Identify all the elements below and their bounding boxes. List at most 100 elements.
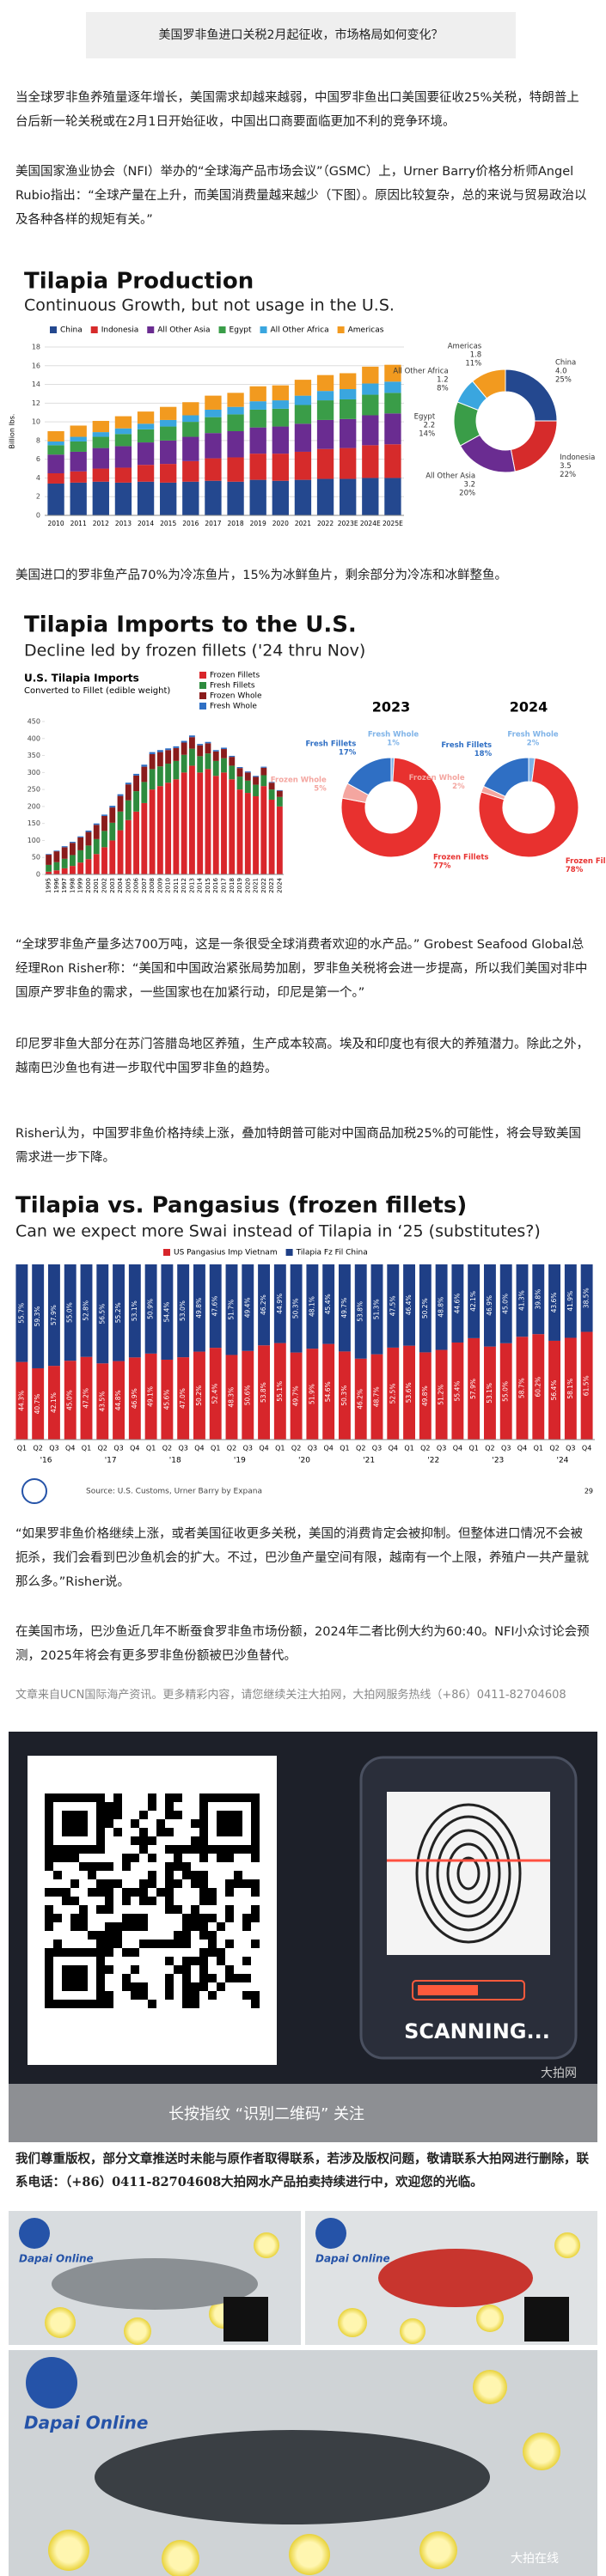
x-tick-label: Q4 — [130, 1445, 139, 1452]
value-label: 51.7% — [228, 1300, 236, 1320]
bar-segment — [137, 411, 155, 424]
qr-module — [199, 1888, 208, 1897]
qr-module — [79, 1965, 88, 1974]
bar-segment — [117, 811, 124, 831]
bar-segment — [149, 789, 156, 874]
qr-module — [199, 1931, 208, 1940]
x-tick-label: 1996 — [53, 877, 60, 892]
y-tick-label: 6 — [36, 455, 40, 463]
qr-module — [217, 1828, 225, 1836]
bar-segment — [227, 481, 244, 515]
qr-module — [242, 1957, 251, 1965]
bar-segment — [253, 796, 259, 874]
qr-module — [45, 1974, 53, 1982]
value-label: 53.8% — [260, 1382, 267, 1403]
qr-module — [225, 1819, 234, 1828]
qr-module — [199, 1819, 208, 1828]
legend-label: US Pangasius Imp Vietnam — [174, 1249, 278, 1258]
qr-module — [182, 1940, 191, 1948]
pie-slice — [472, 368, 506, 399]
logo-mark — [19, 2218, 50, 2249]
qr-module — [53, 1940, 62, 1948]
qr-module — [148, 1940, 156, 1948]
bar-segment — [260, 775, 267, 787]
bar-segment — [290, 1352, 303, 1440]
bar-segment — [322, 1343, 335, 1440]
x-tick-label: 2023 — [268, 878, 275, 893]
qr-module — [96, 1793, 105, 1802]
pie-label: 3.5 — [560, 462, 572, 471]
qr-module — [148, 1802, 156, 1811]
qr-module — [174, 1811, 182, 1819]
qr-module — [234, 1828, 242, 1836]
paragraph: “全球罗非鱼产量多达700万吨，这是一条很受全球消费者欢迎的水产品。” Grob… — [15, 938, 588, 1000]
qr-module — [199, 1802, 208, 1811]
bar-segment — [165, 764, 172, 783]
bar-segment — [354, 1358, 367, 1440]
bar-segment — [197, 756, 204, 773]
value-label: 49.8% — [421, 1385, 429, 1406]
qr-module — [105, 1879, 113, 1888]
legend-label: Frozen Whole — [210, 692, 262, 701]
x-tick-label: 2020 — [272, 520, 289, 527]
value-label: 53.1% — [486, 1383, 493, 1404]
legend-swatch — [199, 703, 206, 709]
x-tick-label: Q4 — [517, 1445, 527, 1452]
qr-module — [62, 1974, 70, 1982]
qr-module — [131, 1991, 139, 2000]
y-tick-label: 300 — [28, 769, 40, 776]
source-note: 文章来自UCN国际海产资讯。更多精彩内容，请您继续关注大拍网，大拍网服务热线（+… — [15, 1689, 566, 1702]
qr-module — [96, 1905, 105, 1914]
qr-module — [191, 1914, 199, 1922]
bar-segment — [276, 806, 283, 874]
bar-segment — [272, 400, 289, 409]
value-label: 54.4% — [162, 1302, 170, 1323]
bar-segment — [182, 402, 199, 416]
logo-text: Dapai Online — [19, 2253, 94, 2265]
bar-segment — [133, 775, 139, 792]
bar-segment — [109, 806, 116, 808]
qr-module — [45, 1957, 53, 1965]
bar-segment — [70, 441, 87, 452]
qr-module — [96, 1836, 105, 1845]
qr-module — [148, 2000, 156, 2008]
qr-module — [70, 1922, 79, 1931]
value-label: 48.8% — [438, 1297, 445, 1318]
x-tick-label: 2025E — [383, 520, 403, 527]
bar-segment — [362, 394, 379, 416]
x-tick-label: Q2 — [98, 1445, 107, 1452]
legend-label: All Other Africa — [271, 326, 329, 335]
qr-module — [165, 1905, 174, 1914]
logo-text: Dapai Online — [315, 2253, 390, 2265]
bar-segment — [128, 1264, 141, 1358]
bar-segment — [354, 1264, 367, 1359]
qr-module — [79, 1948, 88, 1957]
bar-segment — [125, 783, 132, 785]
bar-segment — [189, 735, 195, 738]
bar-segment — [156, 766, 163, 787]
qr-module — [122, 1897, 131, 1905]
bar-segment — [92, 436, 109, 448]
bar-segment — [468, 1337, 481, 1440]
qr-module — [182, 1914, 191, 1922]
value-label: 51.3% — [373, 1299, 381, 1319]
qr-module — [79, 1811, 88, 1819]
qr-module — [182, 1957, 191, 1965]
bar-segment — [77, 837, 84, 850]
x-tick-label: Q1 — [340, 1445, 349, 1452]
bar-segment — [532, 1264, 545, 1335]
x-tick-label: 2013 — [188, 878, 195, 893]
group-label: '24 — [556, 1457, 568, 1465]
qr-module — [122, 1914, 131, 1922]
pie-label: Indonesia — [560, 454, 595, 462]
bar-segment — [85, 831, 92, 846]
promo-caption: 长按指纹 “识别二维码” 关注 — [168, 2105, 364, 2123]
bar-segment — [338, 1351, 351, 1440]
qr-module — [242, 1974, 251, 1982]
qr-module — [45, 1845, 53, 1854]
qr-module — [156, 1940, 165, 1948]
bar-segment — [419, 1264, 432, 1353]
chart-subtitle: Can we expect more Swai instead of Tilap… — [15, 1222, 541, 1241]
lemons — [45, 2232, 580, 2576]
qr-module — [217, 1854, 225, 1862]
